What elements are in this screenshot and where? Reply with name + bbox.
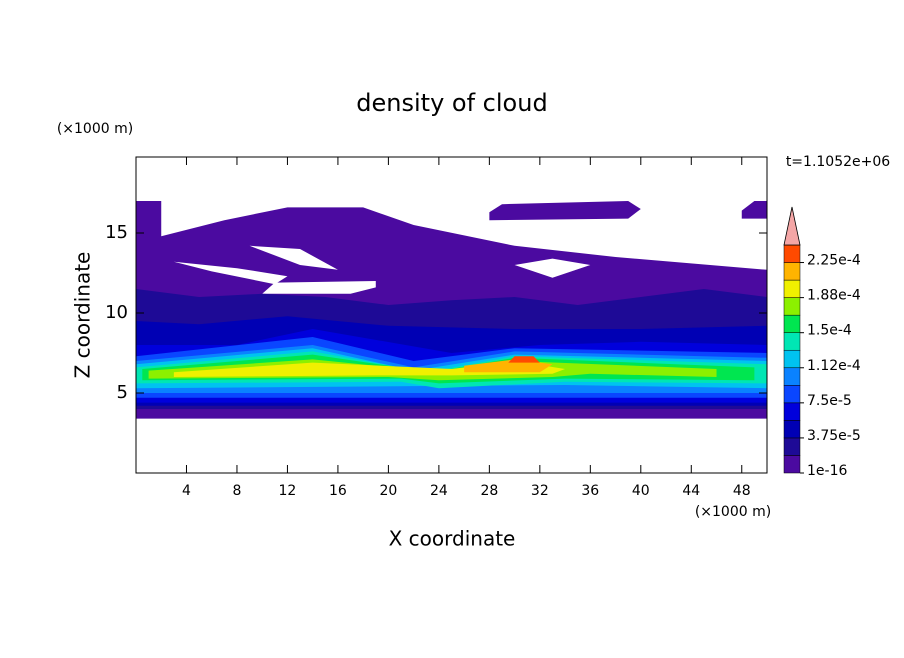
colorbar-band [783,455,801,474]
x-tick-label: 20 [379,483,397,499]
x-axis-label: X coordinate [389,527,516,551]
colorbar-tick-label: 7.5e-5 [807,393,852,409]
x-tick-label: 44 [682,483,700,499]
contour-region [508,356,540,363]
colorbar-band [783,437,801,456]
x-unit: (×1000 m) [695,504,771,520]
colorbar-band [783,297,801,316]
x-tick-label: 32 [531,483,549,499]
x-tick-label: 36 [581,483,599,499]
colorbar-band [783,349,801,369]
contour-region [249,245,338,270]
contour-region [173,361,566,377]
contour-region [514,258,591,278]
y-tick-label: 5 [117,382,128,403]
x-tick-label: 4 [182,483,191,499]
x-tick-label: 48 [733,483,751,499]
colorbar-tick-label: 2.25e-4 [807,253,861,269]
y-axis-label: Z coordinate [71,252,95,379]
colorbar-band [783,332,801,351]
colorbar-tick-label: 1.5e-4 [807,323,852,339]
colorbar-band [783,420,801,439]
colorbar-band [783,367,801,386]
x-tick-label: 28 [480,483,498,499]
x-tick-label: 24 [430,483,448,499]
colorbar-band [783,402,801,421]
colorbar-band [783,314,801,333]
contour-region [173,261,288,285]
colorbar-tick-label: 1.12e-4 [807,358,861,374]
colorbar-tick-label: 1e-16 [807,463,847,479]
y-tick-label: 10 [105,302,128,323]
colorbar-band [783,385,801,404]
x-tick-label: 12 [279,483,297,499]
plot-frame [135,156,768,474]
contour-region [262,281,376,294]
colorbar-band [783,279,801,298]
contour-region [489,201,641,221]
x-tick-label: 40 [632,483,650,499]
time-annotation: t=1.1052e+06 [786,154,890,170]
x-tick-label: 16 [329,483,347,499]
contour-region [741,201,767,219]
colorbar-band [783,262,801,281]
colorbar-tick-label: 3.75e-5 [807,428,861,444]
chart-title: density of cloud [356,89,547,117]
colorbar-tick-label: 1.88e-4 [807,288,861,304]
colorbar-band [783,244,801,263]
y-unit: (×1000 m) [57,121,133,137]
y-tick-label: 15 [105,222,128,243]
x-tick-label: 8 [232,483,241,499]
colorbar-extend [783,206,801,246]
